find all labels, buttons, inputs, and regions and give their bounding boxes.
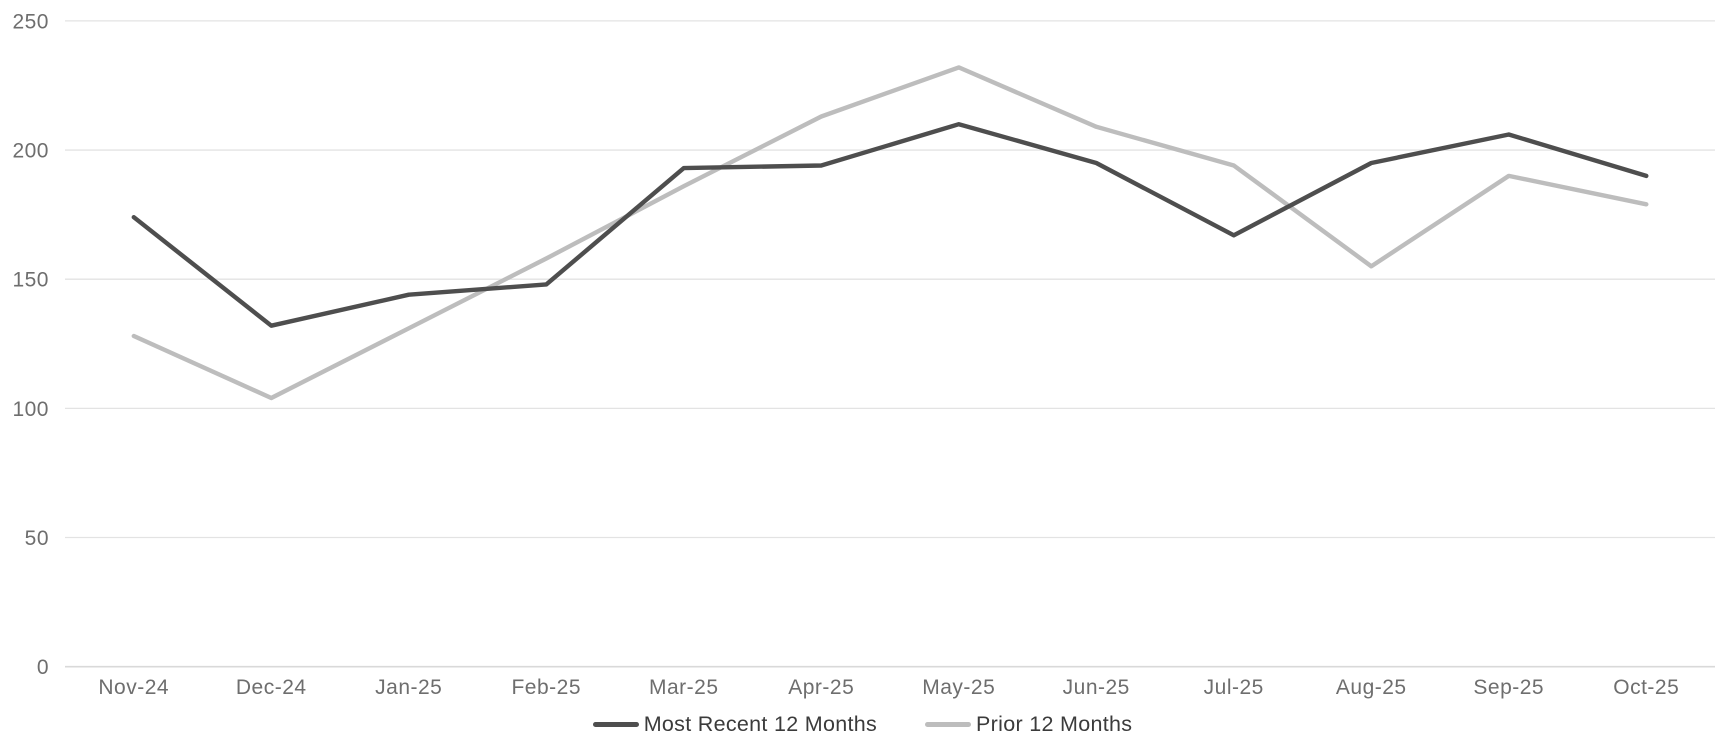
- y-tick-label-50: 50: [25, 527, 49, 550]
- x-tick-label-sep-25: Sep-25: [1473, 676, 1544, 699]
- x-tick-label-jun-25: Jun-25: [1063, 676, 1130, 699]
- x-tick-label-apr-25: Apr-25: [788, 676, 854, 699]
- y-tick-label-100: 100: [12, 398, 49, 421]
- legend-line-swatch-most-recent: [592, 722, 639, 727]
- legend-label-prior: Prior 12 Months: [976, 712, 1133, 736]
- x-tick-label-may-25: May-25: [922, 676, 995, 699]
- series-line-most-recent-12-months: [131, 121, 1649, 328]
- y-tick-label-250: 250: [12, 10, 49, 33]
- y-tick-label-200: 200: [12, 140, 49, 163]
- x-tick-label-aug-25: Aug-25: [1336, 676, 1407, 699]
- x-tick-label-oct-25: Oct-25: [1613, 676, 1679, 699]
- legend-line-swatch-prior: [925, 722, 972, 727]
- x-tick-label-jan-25: Jan-25: [375, 676, 442, 699]
- x-tick-label-dec-24: Dec-24: [236, 676, 307, 699]
- series-line-prior-12-months: [131, 65, 1649, 401]
- x-tick-label-jul-25: Jul-25: [1204, 676, 1264, 699]
- y-tick-label-150: 150: [12, 269, 49, 292]
- legend-label-most-recent: Most Recent 12 Months: [643, 712, 878, 736]
- legend-item-prior-12-months: Prior 12 Months: [925, 712, 1132, 737]
- chart-legend: Most Recent 12 Months Prior 12 Months: [0, 712, 1725, 737]
- legend-item-most-recent-12-months: Most Recent 12 Months: [592, 712, 878, 737]
- x-tick-label-nov-24: Nov-24: [98, 676, 169, 699]
- y-tick-label-0: 0: [37, 656, 49, 679]
- x-tick-label-mar-25: Mar-25: [649, 676, 719, 699]
- x-tick-label-feb-25: Feb-25: [511, 676, 581, 699]
